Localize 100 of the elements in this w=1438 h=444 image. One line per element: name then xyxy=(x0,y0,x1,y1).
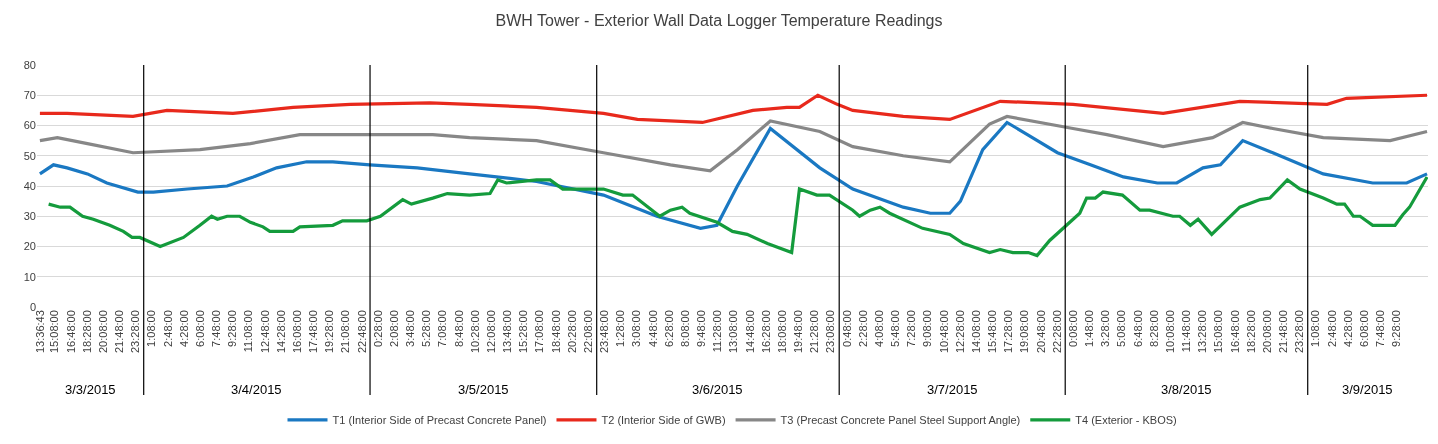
x-tick-label: 21:08:00 xyxy=(339,310,352,354)
x-tick-label: 13:48:00 xyxy=(501,310,514,354)
text: 3/3/2015 xyxy=(65,382,116,397)
x-tick-label: 21:48:00 xyxy=(1277,310,1290,354)
x-tick-label: 20:48:00 xyxy=(1034,310,1047,354)
text: 3/6/2015 xyxy=(692,382,743,397)
x-tick-label: 7:28:00 xyxy=(905,310,918,347)
x-tick-label: 23:28:00 xyxy=(1293,310,1306,354)
x-tick-label: 11:08:00 xyxy=(242,310,255,353)
x-tick-label: 7:48:00 xyxy=(210,310,223,347)
x-tick-label: 6:28:00 xyxy=(662,310,675,347)
x-tick-label: 12:48:00 xyxy=(258,310,271,354)
x-tick-label: 2:28:00 xyxy=(856,310,869,347)
x-tick-label: 21:28:00 xyxy=(808,310,821,354)
x-tick-label: 0:08:00 xyxy=(1066,310,1079,347)
x-tick-label: 1:28:00 xyxy=(614,310,627,347)
x-tick-label: 4:48:00 xyxy=(646,310,659,347)
legend-label: T2 (Interior Side of GWB) xyxy=(601,414,726,427)
x-tick-label: 10:08:00 xyxy=(1163,310,1176,354)
x-tick-label: 17:48:00 xyxy=(307,310,320,354)
text: 3/7/2015 xyxy=(927,382,978,397)
x-tick-label: 20:08:00 xyxy=(1260,310,1273,354)
x-tick-label: 19:28:00 xyxy=(323,310,336,354)
x-tick-label: 18:28:00 xyxy=(80,310,93,354)
x-tick-label: 23:48:00 xyxy=(598,310,611,354)
x-tick-label: 8:28:00 xyxy=(1147,310,1160,347)
x-tick-label: 4:28:00 xyxy=(177,310,190,347)
x-tick-label: 3:28:00 xyxy=(1099,310,1112,347)
x-tick-label: 2:48:00 xyxy=(1325,310,1338,347)
x-tick-label: 15:28:00 xyxy=(517,310,530,354)
x-tick-label: 6:08:00 xyxy=(193,310,206,347)
x-tick-label: 1:08:00 xyxy=(1309,310,1322,347)
y-tick-label: 40 xyxy=(23,179,36,192)
x-tick-label: 16:48:00 xyxy=(64,310,77,354)
x-tick-label: 14:08:00 xyxy=(969,310,982,354)
x-tick-label: 7:48:00 xyxy=(1374,310,1387,347)
x-tick-label: 15:48:00 xyxy=(986,310,999,354)
x-tick-label: 2:08:00 xyxy=(387,310,400,347)
x-tick-label: 3:48:00 xyxy=(404,310,417,347)
x-tick-label: 11:28:00 xyxy=(711,310,724,353)
x-tick-label: 8:08:00 xyxy=(678,310,691,347)
x-tick-label: 8:48:00 xyxy=(452,310,465,347)
x-tick-label: 23:28:00 xyxy=(129,310,142,354)
text: 3/8/2015 xyxy=(1161,382,1212,397)
x-tick-label: 5:48:00 xyxy=(889,310,902,347)
x-tick-label: 17:08:00 xyxy=(533,310,546,354)
x-tick-label: 15:08:00 xyxy=(1212,310,1225,354)
x-tick-label: 16:08:00 xyxy=(290,310,303,354)
x-tick-label: 16:48:00 xyxy=(1228,310,1241,354)
x-tick-label: 20:08:00 xyxy=(96,310,109,354)
y-tick-label: 30 xyxy=(23,210,36,223)
x-tick-label: 13:28:00 xyxy=(1196,310,1209,354)
x-tick-label: 11:48:00 xyxy=(1180,310,1193,353)
y-tick-label: 80 xyxy=(23,58,36,71)
y-tick-label: 20 xyxy=(23,240,36,253)
x-tick-label: 0:28:00 xyxy=(371,310,384,347)
legend-label: T4 (Exterior - KBOS) xyxy=(1075,414,1177,427)
line-series xyxy=(38,120,1428,230)
x-tick-label: 1:48:00 xyxy=(1083,310,1096,347)
text: 3/4/2015 xyxy=(231,382,282,397)
x-tick-label: 4:28:00 xyxy=(1341,310,1354,347)
x-tick-label: 19:48:00 xyxy=(792,310,805,354)
x-tick-label: 9:08:00 xyxy=(921,310,934,347)
x-tick-label: 14:28:00 xyxy=(274,310,287,354)
x-tick-label: 10:28:00 xyxy=(468,310,481,354)
x-tick-label: 13:36:43 xyxy=(33,310,46,354)
x-tick-label: 14:48:00 xyxy=(743,310,756,354)
x-tick-label: 6:48:00 xyxy=(1131,310,1144,347)
x-tick-label: 1:08:00 xyxy=(145,310,158,347)
y-tick-label: 70 xyxy=(23,89,36,102)
chart-title: BWH Tower - Exterior Wall Data Logger Temperature Readings xyxy=(495,11,943,29)
y-tick-label: 60 xyxy=(23,119,36,132)
text: 3/9/2015 xyxy=(1342,382,1393,397)
x-tick-label: 6:08:00 xyxy=(1357,310,1370,347)
y-tick-label: 10 xyxy=(23,270,36,283)
x-tick-label: 12:28:00 xyxy=(953,310,966,354)
x-tick-label: 9:48:00 xyxy=(695,310,708,347)
x-tick-label: 15:08:00 xyxy=(48,310,61,354)
x-tick-label: 17:28:00 xyxy=(1002,310,1015,354)
x-tick-label: 18:08:00 xyxy=(775,310,788,354)
x-tick-label: 22:48:00 xyxy=(355,310,368,354)
x-tick-label: 3:08:00 xyxy=(630,310,643,347)
line-series xyxy=(47,175,1428,258)
x-tick-label: 9:28:00 xyxy=(1390,310,1403,347)
x-tick-label: 19:08:00 xyxy=(1018,310,1031,354)
x-tick-label: 21:48:00 xyxy=(113,310,126,354)
legend-label: T3 (Precast Concrete Panel Steel Support Angle) xyxy=(780,414,1021,427)
x-tick-label: 5:28:00 xyxy=(420,310,433,347)
x-tick-label: 16:28:00 xyxy=(759,310,772,354)
line-series xyxy=(38,114,1428,173)
x-tick-label: 2:48:00 xyxy=(161,310,174,347)
x-tick-label: 18:28:00 xyxy=(1244,310,1257,354)
x-tick-label: 23:08:00 xyxy=(824,310,837,354)
line-series xyxy=(38,93,1428,125)
x-tick-label: 10:48:00 xyxy=(937,310,950,354)
y-tick-label: 0 xyxy=(29,300,36,313)
x-tick-label: 20:28:00 xyxy=(565,310,578,354)
x-tick-label: 13:08:00 xyxy=(727,310,740,354)
x-tick-label: 0:48:00 xyxy=(840,310,853,347)
x-tick-label: 22:08:00 xyxy=(581,310,594,354)
